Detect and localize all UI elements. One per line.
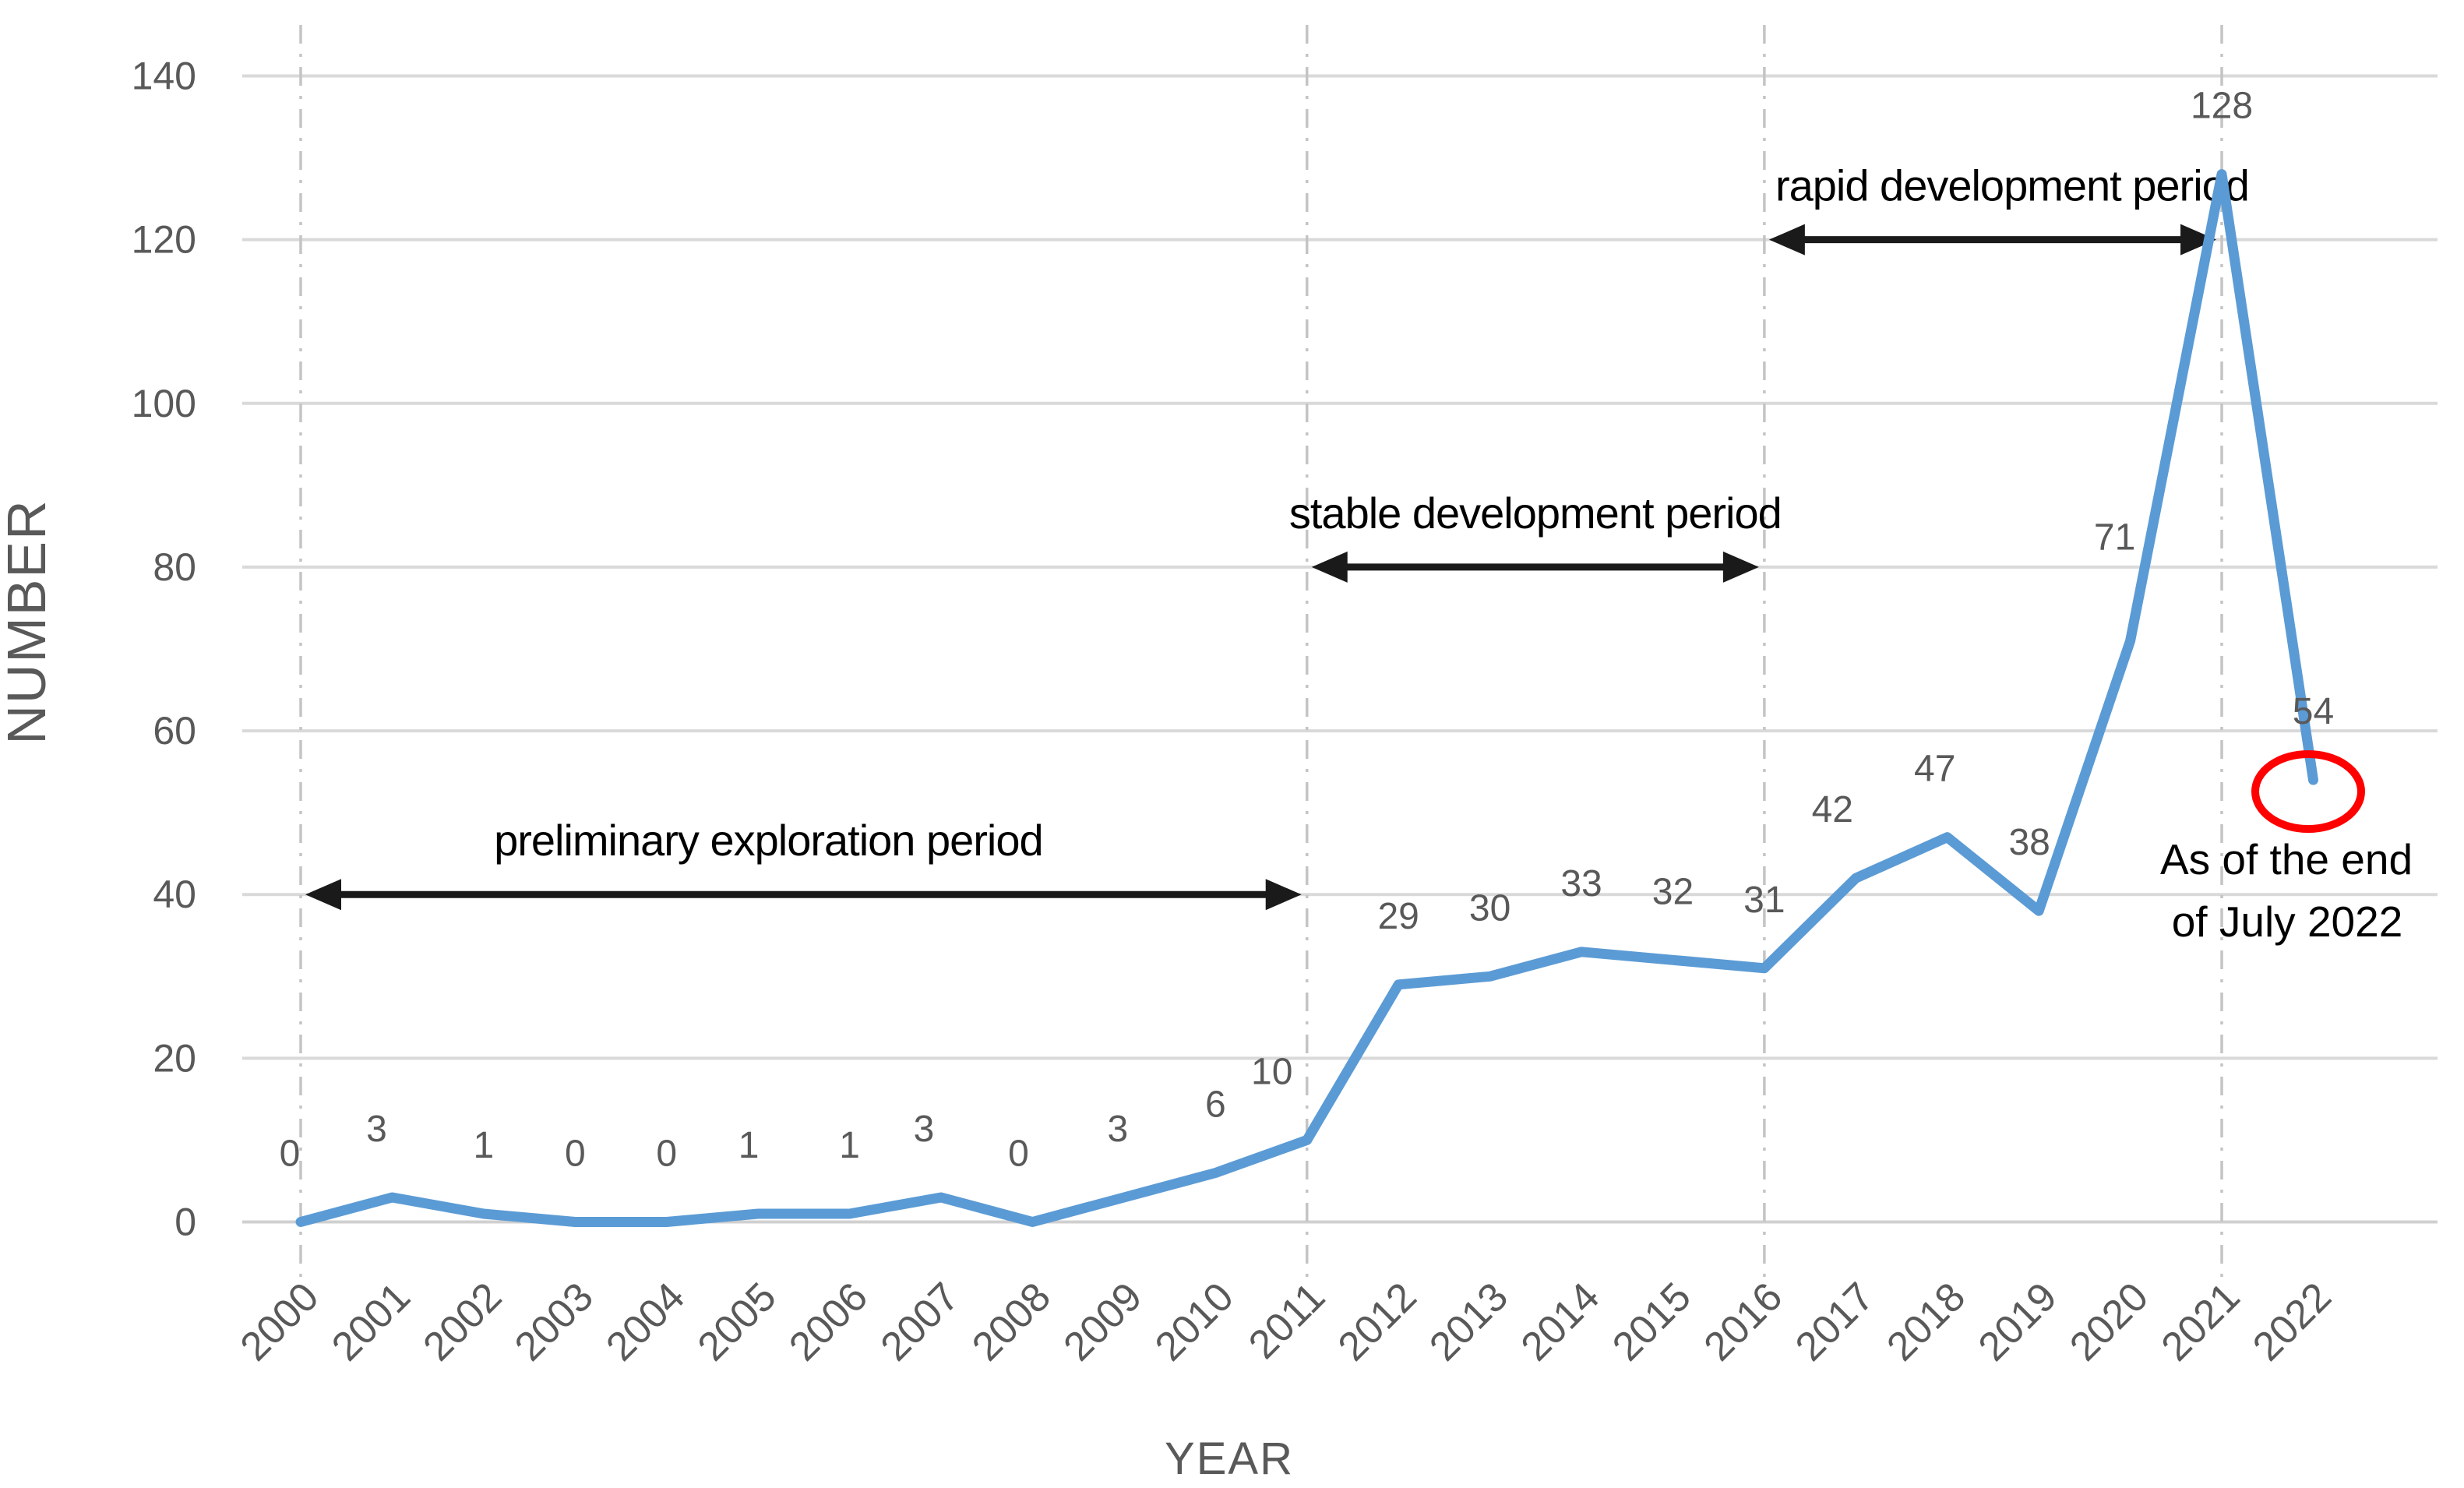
x-tick-2021: 2021: [2153, 1274, 2249, 1370]
data-label-2016: 31: [1743, 880, 1785, 921]
x-tick-2018: 2018: [1878, 1274, 1974, 1370]
data-label-2010: 6: [1205, 1084, 1226, 1125]
x-tick-2002: 2002: [415, 1274, 511, 1370]
x-tick-labels: 2000200120022003200420052006200720082009…: [232, 1274, 2340, 1370]
arrow-head-left-icon: [1311, 551, 1348, 583]
highlight-ellipse: [2251, 750, 2365, 833]
data-label-2022: 54: [2293, 691, 2334, 732]
data-label-2005: 1: [738, 1125, 760, 1166]
data-label-2006: 1: [839, 1125, 860, 1166]
x-tick-2012: 2012: [1330, 1274, 1426, 1370]
period-label-1: stable development period: [1289, 488, 1782, 538]
data-label-2018: 47: [1914, 749, 1955, 790]
data-label-2021: 128: [2191, 86, 2253, 127]
callout-line-1: As of the end: [2160, 835, 2413, 883]
y-tick-labels: 0 20 40 60 80 100 120 140: [132, 55, 196, 1244]
x-tick-2006: 2006: [781, 1274, 876, 1370]
x-tick-2000: 2000: [232, 1274, 328, 1370]
data-label-2008: 0: [1008, 1134, 1029, 1175]
y-tick-60: 60: [153, 709, 196, 753]
x-tick-2014: 2014: [1513, 1274, 1609, 1370]
data-label-2004: 0: [656, 1134, 677, 1175]
x-tick-2011: 2011: [1240, 1274, 1334, 1367]
y-tick-120: 120: [132, 218, 196, 262]
data-label-2003: 0: [565, 1134, 586, 1175]
x-tick-2013: 2013: [1421, 1274, 1517, 1370]
x-tick-2010: 2010: [1147, 1274, 1243, 1370]
data-label-2015: 32: [1652, 871, 1694, 912]
x-tick-2001: 2001: [323, 1274, 419, 1370]
x-tick-2017: 2017: [1787, 1274, 1883, 1370]
y-tick-20: 20: [153, 1036, 196, 1080]
y-tick-140: 140: [132, 55, 196, 98]
callout-line-2: of July 2022: [2172, 897, 2403, 946]
x-tick-2004: 2004: [597, 1274, 693, 1370]
arrow-head-right-icon: [1722, 551, 1759, 583]
arrow-head-left-icon: [1768, 224, 1805, 256]
data-label-2001: 3: [366, 1109, 387, 1150]
x-tick-2020: 2020: [2061, 1274, 2157, 1370]
x-tick-2019: 2019: [1970, 1274, 2066, 1370]
x-tick-2003: 2003: [506, 1274, 602, 1370]
period-0: preliminary exploration period: [305, 816, 1302, 911]
x-tick-2005: 2005: [689, 1274, 785, 1370]
h-gridlines: [242, 74, 2438, 1224]
data-label-2011: 10: [1251, 1051, 1292, 1092]
data-label-2020: 71: [2094, 517, 2135, 558]
period-label-2: rapid development period: [1775, 161, 2249, 210]
y-axis-title: NUMBER: [0, 499, 57, 744]
y-tick-80: 80: [153, 545, 196, 589]
data-line: [295, 169, 2318, 1227]
data-series: [295, 169, 2318, 1227]
data-label-2000: 0: [280, 1134, 301, 1175]
x-tick-2016: 2016: [1696, 1274, 1792, 1370]
period-label-0: preliminary exploration period: [494, 816, 1043, 865]
data-label-2017: 42: [1812, 789, 1853, 830]
x-tick-2007: 2007: [872, 1274, 968, 1370]
data-label-2007: 3: [914, 1109, 935, 1150]
x-tick-2009: 2009: [1056, 1274, 1151, 1370]
arrow-head-left-icon: [305, 879, 341, 911]
arrow-head-right-icon: [2180, 224, 2217, 256]
x-axis-title: YEAR: [1165, 1433, 1294, 1484]
period-1: stable development period: [1289, 488, 1782, 583]
data-label-2019: 38: [2008, 822, 2050, 863]
x-tick-2008: 2008: [964, 1274, 1059, 1370]
data-label-2014: 33: [1560, 863, 1602, 904]
data-label-2002: 1: [474, 1125, 495, 1166]
data-label-2009: 3: [1108, 1109, 1129, 1150]
data-label-2012: 29: [1377, 896, 1419, 937]
v-dashlines: [299, 25, 2223, 1284]
data-label-2013: 30: [1469, 887, 1510, 929]
x-tick-2022: 2022: [2244, 1274, 2340, 1370]
y-tick-0: 0: [174, 1201, 196, 1244]
x-tick-2015: 2015: [1604, 1274, 1700, 1370]
y-tick-40: 40: [153, 873, 196, 916]
period-2: rapid development period: [1768, 161, 2250, 256]
period-annotations: preliminary exploration period stable dev…: [305, 161, 2250, 911]
y-tick-100: 100: [132, 382, 196, 425]
arrow-head-right-icon: [1265, 879, 1302, 911]
